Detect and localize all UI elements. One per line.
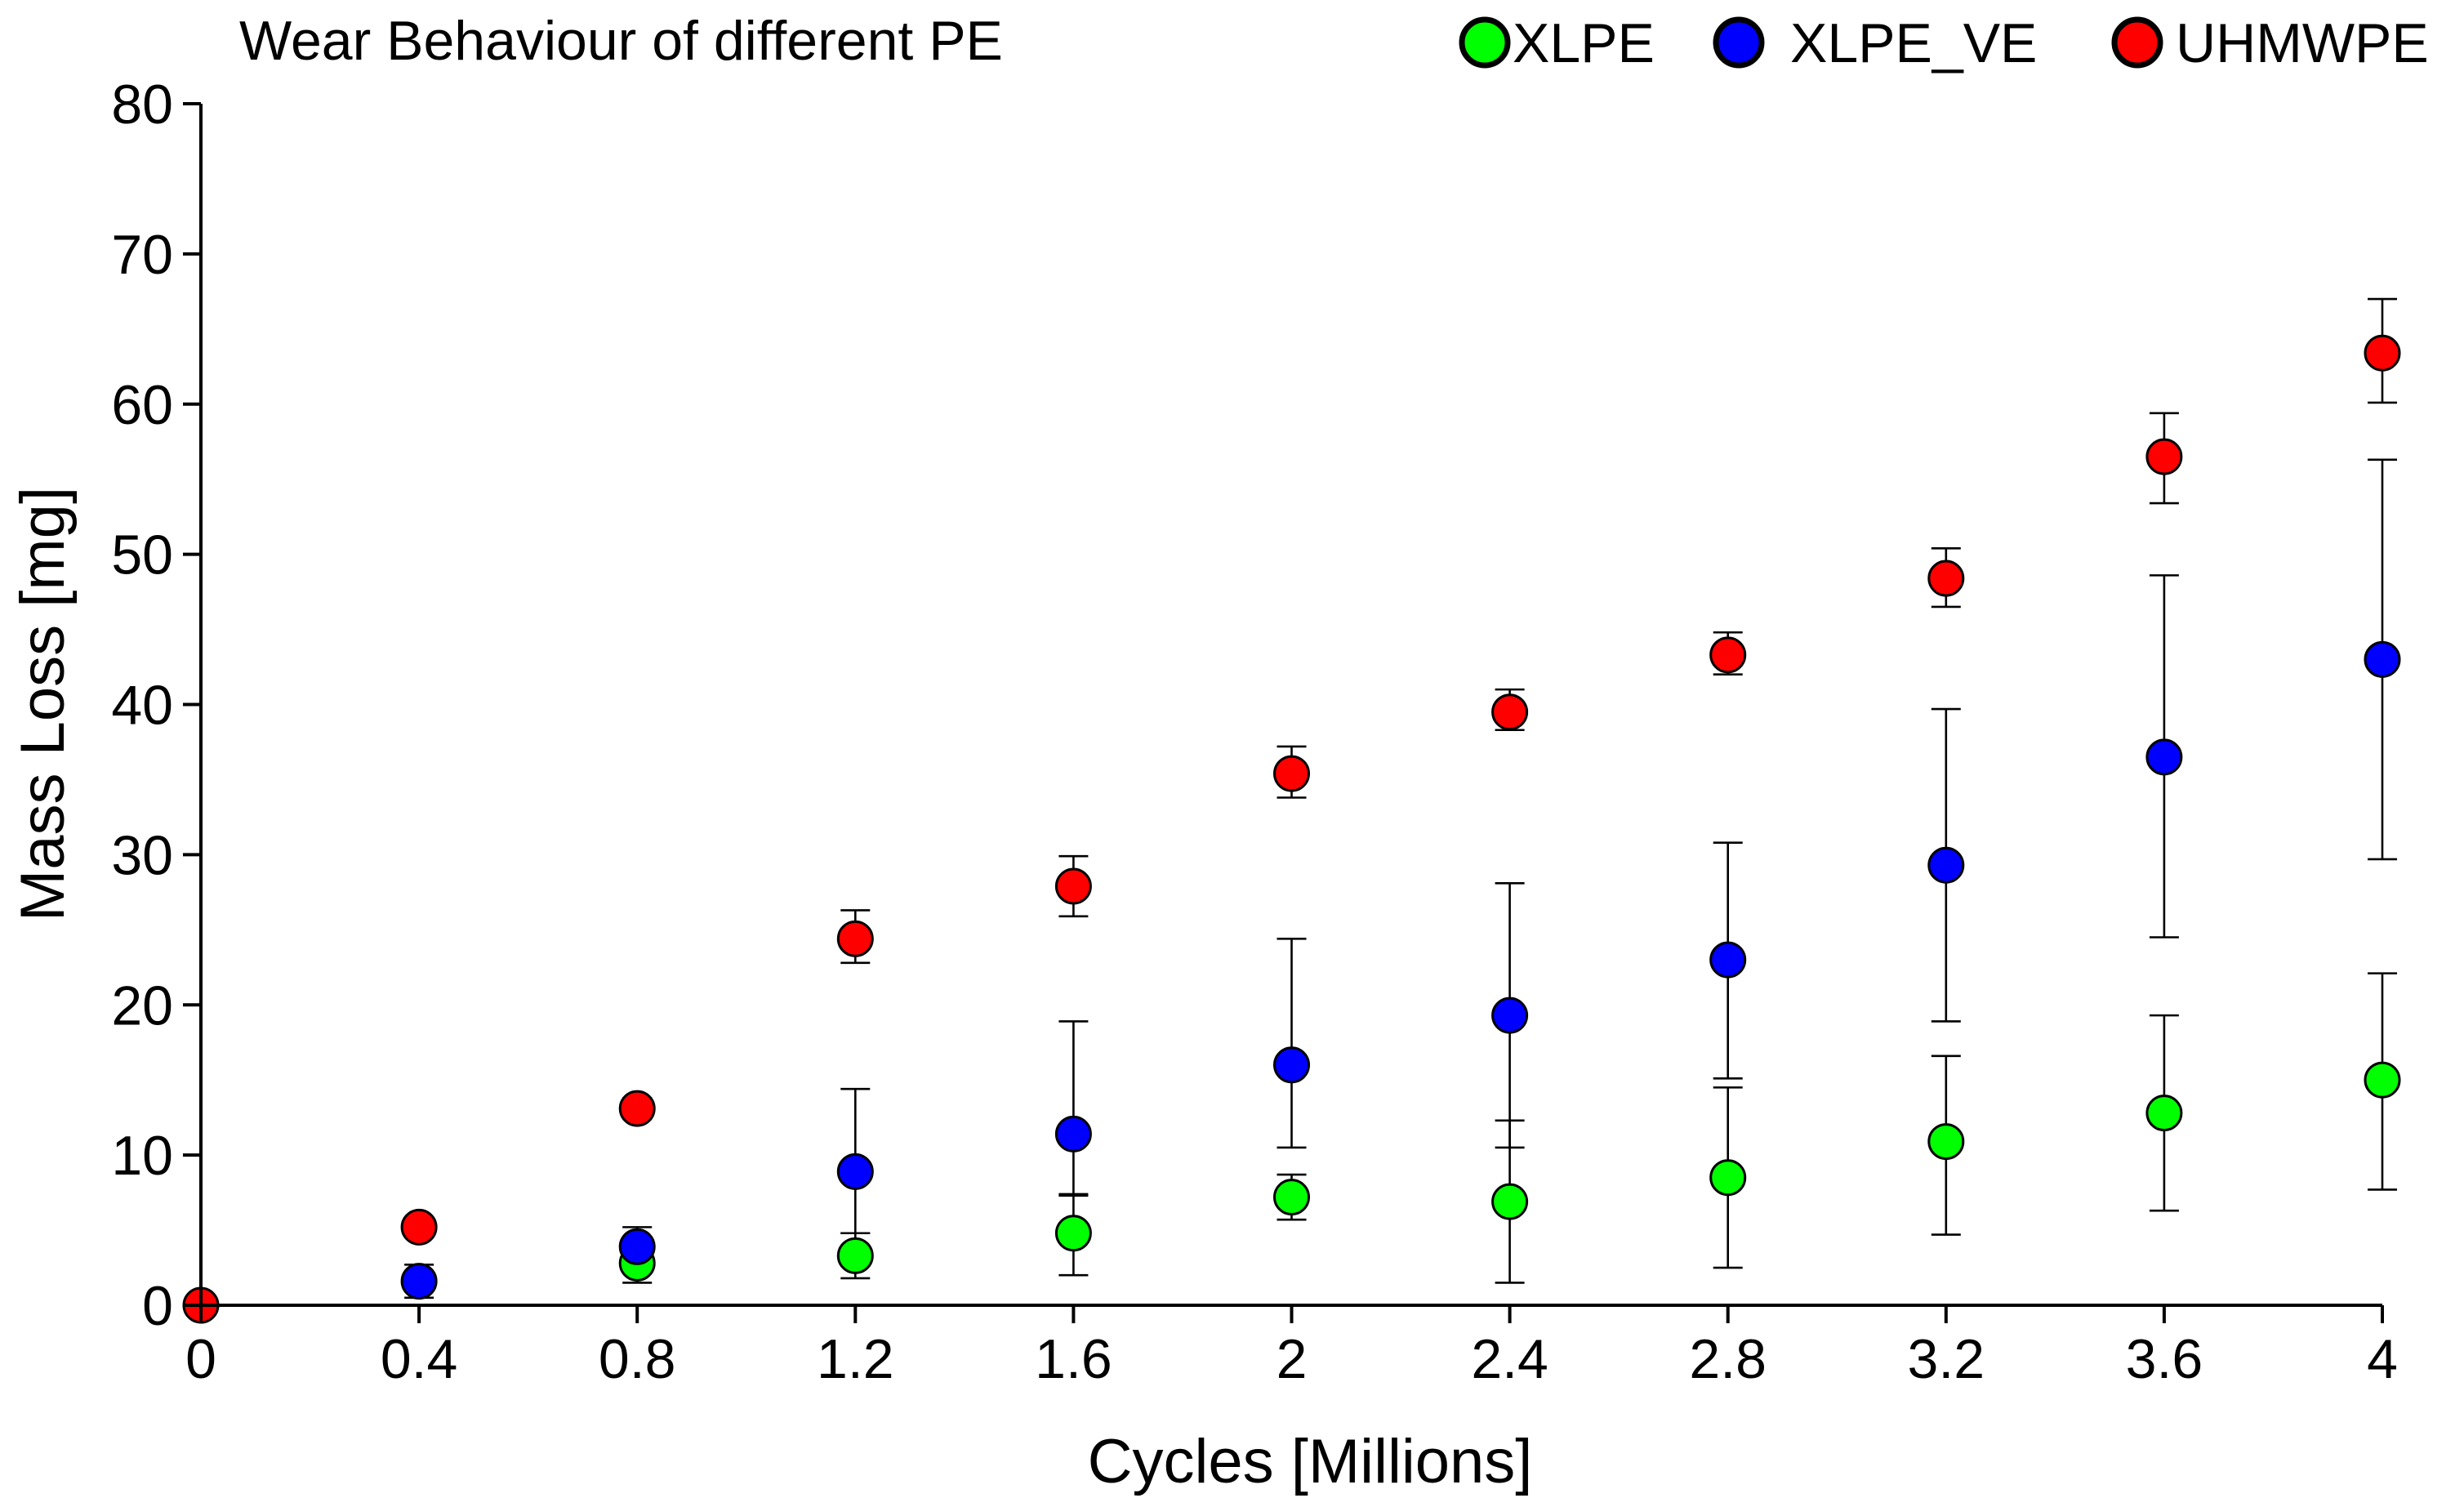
point-uhmwpe [1273,755,1310,792]
x-tick-label: 1.6 [1035,1328,1112,1390]
x-tick-label: 4 [2367,1328,2398,1390]
y-tick-label: 40 [111,675,173,737]
y-tick-label: 0 [142,1275,173,1337]
point-xlpe-ve [1054,1115,1092,1153]
y-tick-label: 70 [111,224,173,286]
point-xlpe-ve [1491,996,1529,1034]
point-xlpe [1709,1159,1747,1197]
point-xlpe-ve [2145,738,2183,776]
error-bars [404,297,2397,1300]
x-tick-label: 0.8 [599,1328,676,1390]
y-tick-label: 20 [111,974,173,1037]
y-tick-label: 80 [111,74,173,136]
x-tick-label: 2 [1277,1328,1308,1390]
point-uhmwpe [1491,693,1529,731]
point-xlpe-ve [1273,1046,1310,1084]
x-axis-ticks: 0 0.4 0.8 1.2 1.6 2 2.4 2.8 3.2 3.6 4 [185,1305,2398,1390]
point-xlpe [1054,1215,1092,1252]
point-xlpe [2145,1095,2183,1132]
point-uhmwpe [1709,636,1747,674]
legend-label-xlpe: XLPE [1513,12,1655,74]
point-xlpe-ve [836,1153,874,1190]
axes: 0 0.4 0.8 1.2 1.6 2 2.4 2.8 3.2 3.6 4 0 10 20 30 40 50 6… [111,74,2398,1390]
x-tick-label: 3.6 [2126,1328,2203,1390]
legend: XLPE XLPE_VE UHMWPE [1459,12,2429,74]
y-tick-label: 30 [111,824,173,886]
point-xlpe-ve [618,1228,656,1265]
point-xlpe-ve [2364,640,2401,678]
x-tick-label: 3.2 [1908,1328,1985,1390]
point-uhmwpe [2364,334,2401,372]
plot-area [182,297,2401,1324]
y-axis-ticks: 0 10 20 30 40 50 60 70 80 [111,74,201,1337]
point-uhmwpe [836,920,874,957]
y-tick-label: 60 [111,374,173,436]
point-uhmwpe [400,1208,438,1246]
point-xlpe [2364,1061,2401,1099]
point-xlpe-ve [1709,941,1747,979]
legend-label-uhmwpe: UHMWPE [2176,12,2429,74]
legend-marker-xlpe [1459,16,1511,69]
legend-label-xlpe-ve: XLPE_VE [1790,12,2037,74]
point-xlpe-ve [400,1263,438,1300]
y-tick-label: 50 [111,524,173,586]
x-axis-title: Cycles [Millions] [1088,1427,1533,1496]
x-tick-label: 1.2 [817,1328,894,1390]
legend-marker-uhmwpe [2111,16,2163,69]
point-uhmwpe [1927,560,1965,597]
point-xlpe [1491,1183,1529,1220]
y-tick-label: 10 [111,1125,173,1187]
x-tick-label: 2.4 [1471,1328,1548,1390]
point-xlpe-ve [1927,846,1965,884]
point-xlpe [836,1237,874,1274]
y-axis-title: Mass Loss [mg] [8,487,78,921]
point-uhmwpe [1054,867,1092,905]
x-tick-label: 2.8 [1689,1328,1767,1390]
x-tick-label: 0.4 [381,1328,458,1390]
chart-title: Wear Behaviour of different PE [239,10,1003,72]
data-markers [182,334,2401,1324]
point-uhmwpe [2145,438,2183,475]
point-xlpe [1927,1123,1965,1161]
legend-marker-xlpe-ve [1713,16,1765,69]
x-tick-label: 0 [185,1328,216,1390]
point-uhmwpe [618,1090,656,1127]
point-xlpe [1273,1179,1310,1216]
